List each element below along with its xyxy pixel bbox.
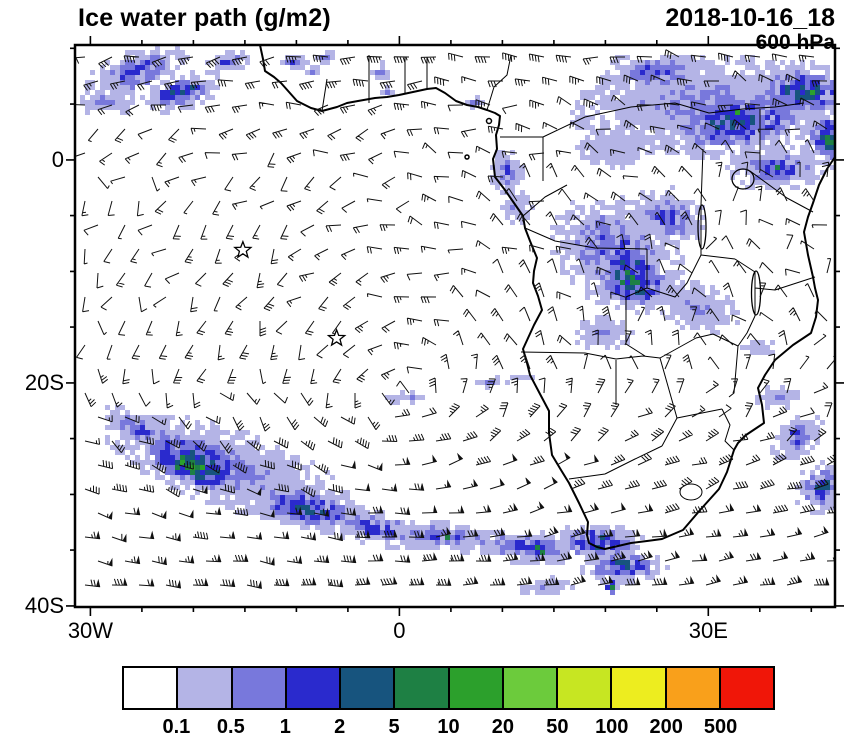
colorbar-level-label: 10 xyxy=(437,716,460,738)
lake-malawi xyxy=(750,270,762,316)
ice-level-1-cells xyxy=(80,45,835,595)
ice-level-2-cells xyxy=(95,55,835,595)
colorbar-cell-6 xyxy=(449,668,504,708)
star-marker xyxy=(233,239,253,259)
wind-barbs-layer xyxy=(75,49,835,589)
colorbar-level-label: 1 xyxy=(279,716,291,738)
colorbar-cell-11 xyxy=(720,668,773,708)
star-marker xyxy=(326,327,347,347)
colorbar-cell-7 xyxy=(503,668,558,708)
x-axis-label: 0 xyxy=(393,618,406,643)
border-lesotho xyxy=(679,483,703,501)
colorbar-cells xyxy=(124,668,773,708)
lake-tanganyika xyxy=(697,204,707,250)
colorbar-cell-8 xyxy=(558,668,613,708)
y-axis-label: 0 xyxy=(51,146,64,172)
map-area xyxy=(66,36,844,616)
y-axis-label: 20S xyxy=(24,369,64,395)
pressure-level-label: 600 hPa xyxy=(755,31,835,54)
island-bioko xyxy=(485,117,493,125)
colorbar-level-label: 200 xyxy=(649,716,683,738)
y-axis-label: 40S xyxy=(24,592,64,618)
africa-coastline xyxy=(259,45,835,550)
colorbar xyxy=(122,666,775,710)
colorbar-cell-4 xyxy=(341,668,396,708)
ice-shading-layer xyxy=(80,45,835,595)
tick-marks xyxy=(66,36,844,616)
wind-barb-pennants xyxy=(96,452,830,589)
colorbar-level-label: 20 xyxy=(491,716,515,738)
colorbar-cell-3 xyxy=(286,668,341,708)
colorbar-level-label: 0.5 xyxy=(216,716,245,738)
colorbar-cell-9 xyxy=(612,668,667,708)
colorbar-level-label: 50 xyxy=(546,716,569,738)
coastlines xyxy=(259,45,835,550)
colorbar-level-label: 2 xyxy=(334,716,346,738)
plot-datetime: 2018-10-16_18 xyxy=(665,4,835,32)
map-svg xyxy=(66,36,844,616)
island-sao-tome xyxy=(464,154,470,160)
colorbar-labels: 0.1 0.5 1 2 5 10 20 50 100 200 500 xyxy=(122,716,775,742)
colorbar-level-label: 5 xyxy=(388,716,400,738)
colorbar-cell-5 xyxy=(395,668,450,708)
colorbar-level-label: 500 xyxy=(703,716,738,738)
map-frame xyxy=(73,43,837,609)
axis-ticks xyxy=(66,36,844,616)
x-axis-label: 30E xyxy=(688,618,728,643)
x-axis-label: 30W xyxy=(67,618,114,643)
colorbar-level-label: 0.1 xyxy=(162,716,191,738)
colorbar-cell-10 xyxy=(666,668,721,708)
colorbar-cell-1 xyxy=(178,668,233,708)
lake-victoria xyxy=(731,168,755,190)
plot-title: Ice water path (g/m2) xyxy=(78,4,331,32)
star-markers xyxy=(233,239,347,347)
colorbar-cell-0 xyxy=(124,668,179,708)
wind-barb-staffs xyxy=(75,49,835,589)
colorbar-level-label: 100 xyxy=(595,716,629,738)
colorbar-cell-2 xyxy=(232,668,287,708)
